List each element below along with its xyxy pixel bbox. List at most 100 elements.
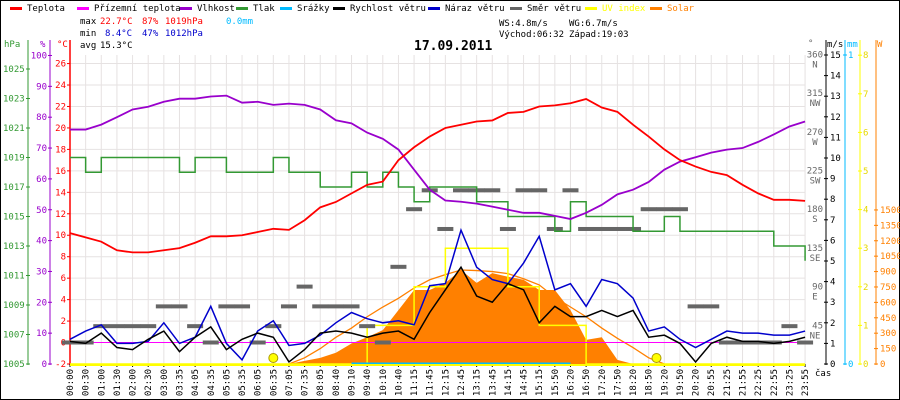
wind-direction-mark — [718, 340, 735, 345]
x-tick-label: 08:40 — [332, 369, 342, 396]
stats-max-temp: 22.7°C — [100, 17, 133, 27]
uv-tick-label: 4 — [863, 206, 868, 216]
x-tick-label: 07:05 — [285, 369, 295, 396]
wind-direction-mark — [484, 188, 501, 193]
legend-swatch — [180, 7, 192, 10]
series-line-wind-speed — [69, 265, 806, 364]
solar-tick-label: 1350 — [880, 221, 900, 231]
legend-item: Náraz větru — [428, 4, 505, 14]
wind-direction-mark — [781, 324, 798, 329]
uv-tick-label: 7 — [863, 90, 868, 100]
legend-label: Tlak — [253, 4, 275, 14]
wind-tick-label: 5 — [830, 257, 835, 267]
solar-tick-label: 0 — [880, 360, 885, 370]
sunrise-marker — [268, 353, 279, 363]
wind-tick-label: 2 — [830, 319, 835, 329]
legend-item: Srážky — [280, 4, 330, 14]
temperature-axis-unit: °C — [57, 40, 68, 50]
direction-compass-label: SW — [810, 177, 821, 187]
humidity-tick-label: 100 — [31, 52, 47, 62]
direction-tick-label: 90 — [812, 283, 823, 293]
x-tick-label: 04:35 — [207, 369, 217, 396]
wind-direction-mark — [296, 284, 313, 289]
stats-min-press: 1012hPa — [165, 29, 203, 39]
wind-direction-mark — [562, 188, 579, 193]
direction-compass-label: NW — [810, 99, 821, 109]
wind-direction-mark — [343, 304, 360, 309]
x-tick-label: 03:00 — [160, 369, 170, 396]
series-line-wind-gust — [69, 227, 806, 362]
x-tick-label: 12:45 — [457, 369, 467, 396]
wind-direction-mark — [202, 340, 219, 345]
wind-tick-label: 8 — [830, 195, 835, 205]
direction-tick-label: 270 — [807, 128, 823, 138]
x-tick-label: 18:50 — [645, 369, 655, 396]
x-tick-label: 00:30 — [82, 369, 92, 396]
direction-tick-label: 180 — [807, 205, 823, 215]
legend-item: Směr větru — [510, 4, 581, 14]
wind-tick-label: 11 — [830, 133, 841, 143]
x-tick-label: 07:35 — [301, 369, 311, 396]
x-tick-label: 05:35 — [238, 369, 248, 396]
wind-direction-mark — [171, 304, 188, 309]
x-tick-label: 09:40 — [363, 369, 373, 396]
wind-axis-unit: m/s — [827, 40, 843, 50]
pressure-tick-label: 1009 — [3, 301, 25, 311]
uv-tick-label: 3 — [863, 244, 868, 254]
stats-avg-label: avg — [80, 41, 97, 51]
legend-item: Tlak — [236, 4, 275, 14]
humidity-tick-label: 60 — [36, 175, 47, 185]
direction-tick-label: 135 — [807, 244, 823, 254]
legend-item: Solar — [650, 4, 694, 14]
wind-direction-mark — [578, 226, 595, 231]
temperature-tick-label: 24 — [55, 81, 66, 91]
x-tick-label: 14:15 — [504, 369, 514, 396]
uv-tick-label: 1 — [863, 321, 868, 331]
solar-tick-label: 1500 — [880, 206, 900, 216]
legend-swatch — [510, 7, 522, 10]
solar-tick-label: 900 — [880, 268, 896, 278]
pressure-axis-unit: hPa — [4, 40, 20, 50]
wind-direction-mark — [62, 340, 78, 345]
x-tick-label: 21:55 — [739, 369, 749, 396]
temperature-tick-label: 2 — [61, 317, 66, 327]
stats-max-press: 1019hPa — [165, 17, 203, 27]
humidity-tick-label: 70 — [36, 144, 47, 154]
pressure-tick-label: 1017 — [3, 183, 25, 193]
direction-compass-label: SE — [810, 254, 821, 264]
wind-direction-mark — [406, 207, 423, 212]
uv-tick-label: 2 — [863, 283, 868, 293]
stats-max-hum: 87% — [142, 17, 159, 27]
solar-area — [70, 270, 806, 364]
x-tick-label: 23:25 — [785, 369, 795, 396]
legend-label: Rychlost větru — [350, 4, 426, 14]
pressure-tick-label: 1023 — [3, 95, 25, 105]
x-tick-label: 13:15 — [473, 369, 483, 396]
solar-tick-label: 1050 — [880, 252, 900, 262]
wind-direction-mark — [437, 226, 454, 231]
legend-item: Rychlost větru — [333, 4, 426, 14]
wind-direction-mark — [155, 304, 172, 309]
direction-compass-label: S — [812, 215, 817, 225]
wind-tick-label: 15 — [830, 51, 841, 61]
x-tick-label: 00:00 — [66, 369, 76, 396]
rain-tick-label: 0 — [848, 360, 853, 370]
stats-wg: WG:6.7m/s — [569, 19, 618, 29]
temperature-tick-label: 8 — [61, 253, 66, 263]
x-tick-label: 19:50 — [676, 369, 686, 396]
x-tick-label: 03:35 — [175, 369, 185, 396]
stats-min-temp: 8.4°C — [105, 29, 133, 39]
legend-swatch — [10, 7, 22, 10]
legend-item: Vlhkost — [180, 4, 235, 14]
legend-label: Přízemní teplota — [94, 4, 181, 14]
pressure-tick-label: 1019 — [3, 154, 25, 164]
temperature-tick-label: 16 — [55, 167, 66, 177]
pressure-tick-label: 1015 — [3, 213, 25, 223]
series-line-temperature — [69, 98, 806, 254]
wind-direction-mark — [280, 304, 297, 309]
x-tick-label: 06:05 — [254, 369, 264, 396]
legend-label: Směr větru — [527, 4, 582, 14]
temperature-tick-label: 20 — [55, 124, 66, 134]
wind-tick-label: 6 — [830, 236, 835, 246]
legend-swatch — [236, 7, 248, 10]
